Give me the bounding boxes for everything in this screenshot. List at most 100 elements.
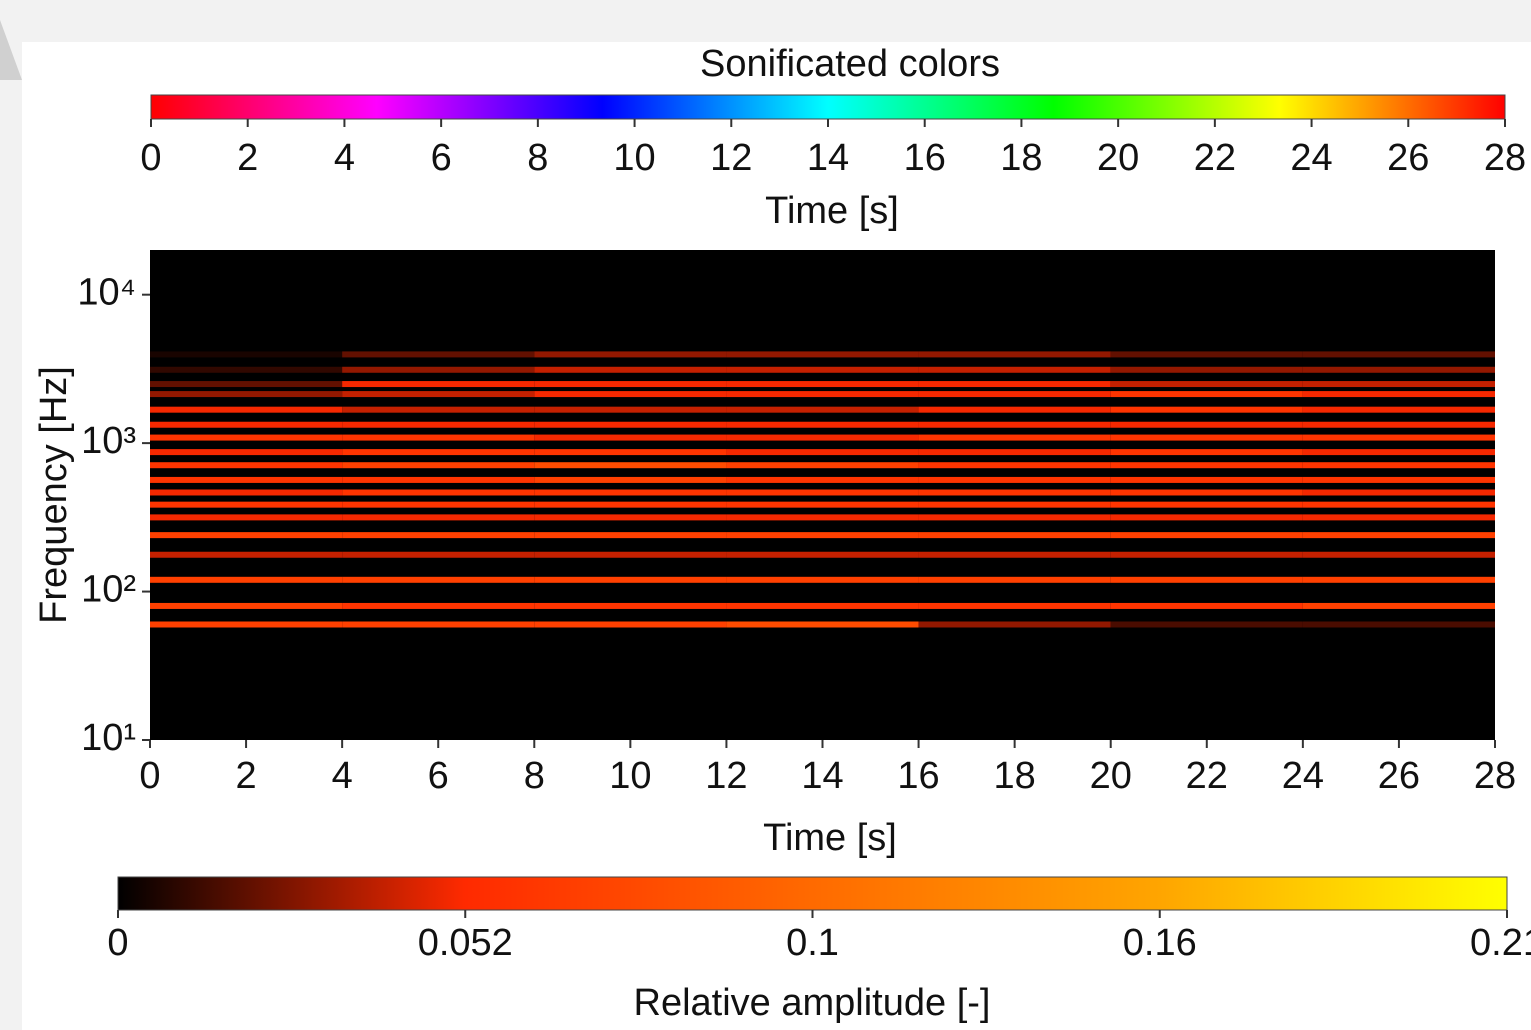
spectral-band [534,449,727,456]
x-tick-label: 2 [237,137,258,179]
spectral-band [150,501,343,508]
spectral-band [1110,366,1303,373]
spectral-band [150,621,343,628]
spectral-band [918,449,1111,456]
x-tick-label: 0.1 [786,922,839,964]
spectral-band [150,489,343,496]
colorbar-label: Relative amplitude [-] [634,982,991,1024]
spectral-band [726,476,919,483]
spectral-band [918,489,1111,496]
spectral-band [534,462,727,469]
spectral-band [726,381,919,388]
spectral-band [534,602,727,609]
spectral-band [1110,381,1303,388]
spectral-band [726,351,919,358]
spectral-band [342,621,535,628]
x-tick-label: 4 [334,137,355,179]
spectral-band [726,406,919,413]
x-tick-label: 8 [527,137,548,179]
spectral-band [534,391,727,398]
x-axis-label: Time [s] [763,817,897,859]
spectral-band [534,434,727,441]
spectral-band [342,602,535,609]
spectral-band [534,381,727,388]
spectral-band [342,391,535,398]
x-tick-label: 0 [107,922,128,964]
colorbar [150,94,1506,120]
spectral-band [1110,351,1303,358]
spectral-band [342,576,535,583]
spectral-band [534,489,727,496]
spectral-band [1302,434,1495,441]
x-tick-label: 0.21 [1470,922,1531,964]
spectral-band [918,381,1111,388]
spectral-band [342,532,535,539]
spectral-band [1110,501,1303,508]
x-tick-label: 24 [1290,137,1332,179]
spectral-band [150,391,343,398]
x-tick-label: 24 [1282,755,1324,797]
spectral-band [726,576,919,583]
spectral-band [1302,351,1495,358]
spectral-band [1110,514,1303,521]
spectral-band [1302,489,1495,496]
y-tick-label: 10¹ [81,717,136,759]
spectral-band [1302,449,1495,456]
spectral-band [1110,449,1303,456]
spectral-band [1110,576,1303,583]
spectral-band [342,434,535,441]
spectral-band [150,532,343,539]
spectral-band [918,621,1111,628]
spectral-band [726,366,919,373]
spectral-band [1110,489,1303,496]
spectral-band [1302,366,1495,373]
spectral-band [534,366,727,373]
spectral-band [534,551,727,558]
spectral-band [918,476,1111,483]
spectral-band [342,462,535,469]
spectral-band [918,351,1111,358]
spectral-band [150,449,343,456]
spectral-band [342,366,535,373]
spectral-band [342,501,535,508]
x-tick-label: 10 [609,755,651,797]
spectral-band [726,462,919,469]
spectral-band [1110,621,1303,628]
spectral-band [726,501,919,508]
x-tick-label: 22 [1194,137,1236,179]
corner-decoration [0,20,22,80]
spectral-band [918,501,1111,508]
x-tick-label: 14 [807,137,849,179]
spectral-band [918,391,1111,398]
y-axis-label: Frequency [Hz] [33,366,75,624]
x-tick-label: 18 [1000,137,1042,179]
spectral-band [534,501,727,508]
spectral-band [1302,602,1495,609]
y-tick-label: 10⁴ [77,272,136,314]
x-tick-label: 0.052 [418,922,513,964]
spectral-band [342,489,535,496]
spectral-band [726,434,919,441]
spectral-band [726,391,919,398]
x-tick-label: 26 [1387,137,1429,179]
spectral-band [342,476,535,483]
x-tick-label: 16 [897,755,939,797]
x-tick-label: 16 [904,137,946,179]
x-tick-label: 26 [1378,755,1420,797]
spectral-band [726,489,919,496]
x-tick-label: 6 [431,137,452,179]
spectral-band [1110,406,1303,413]
spectral-band [918,421,1111,428]
spectral-band [726,514,919,521]
x-tick-label: 8 [524,755,545,797]
spectral-band [1302,476,1495,483]
spectral-band [726,602,919,609]
spectral-band [534,514,727,521]
spectral-band [1110,476,1303,483]
x-tick-label: 12 [710,137,752,179]
x-tick-label: 2 [236,755,257,797]
spectral-band [1302,391,1495,398]
y-tick-label: 10³ [81,420,136,462]
spectral-band [1110,434,1303,441]
